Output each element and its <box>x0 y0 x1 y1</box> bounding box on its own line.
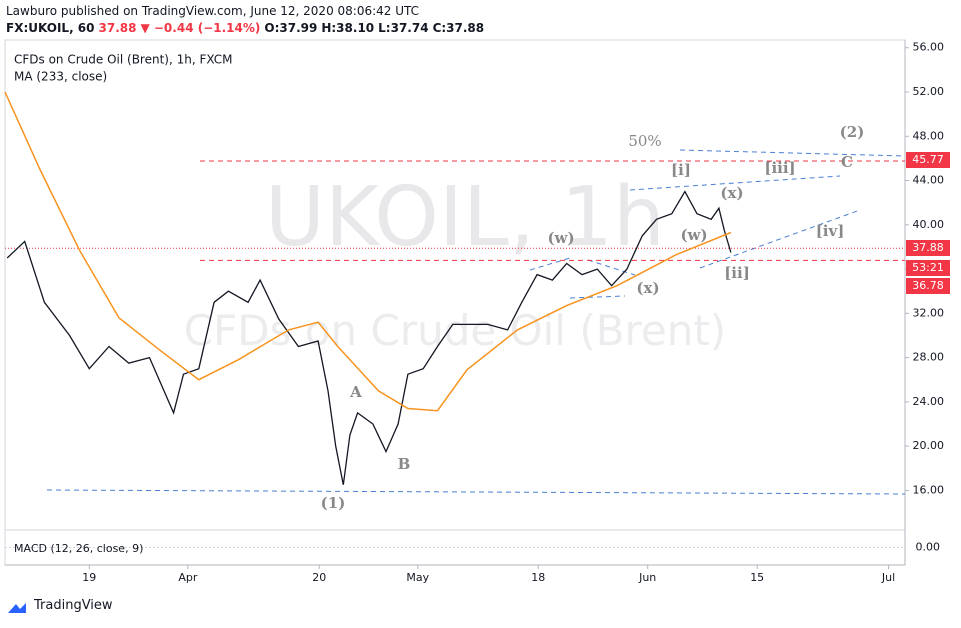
y-tick-label: 56.00 <box>913 41 945 54</box>
price-badge <box>906 240 950 256</box>
countdown-badge <box>906 260 950 276</box>
price-badge <box>906 152 950 168</box>
legend-entry: MA (233, close) <box>14 70 107 84</box>
close: C:37.88 <box>432 21 485 35</box>
x-tick-label: Jun <box>638 571 656 584</box>
last: 37.88 <box>98 21 137 35</box>
wave-label: [iv] <box>816 222 845 240</box>
wave-label: [iii] <box>764 159 795 177</box>
wave-label: A <box>349 383 362 401</box>
wave-label: (1) <box>321 494 346 512</box>
watermark: UKOIL, 1h <box>265 170 665 265</box>
trend-line <box>569 295 626 299</box>
y-tick-label: 16.00 <box>913 483 945 496</box>
wave-label: 50% <box>628 132 661 150</box>
symbol: FX:UKOIL, 60 <box>6 21 95 35</box>
countdown: 53:21 <box>912 261 944 274</box>
trend-line <box>629 175 841 191</box>
macd-tick-label: 0.00 <box>916 541 941 554</box>
wave-label: [i] <box>671 161 691 179</box>
symbol-bar: FX:UKOIL, 60 37.88 ▼ −0.44 (−1.14%) O:37.99… <box>6 21 488 35</box>
low: L:37.74 <box>378 21 429 35</box>
price-badge <box>906 278 950 294</box>
y-tick-label: 52.00 <box>913 85 945 98</box>
wave-label: C <box>841 153 853 171</box>
open: O:37.99 <box>264 21 318 35</box>
trend-line <box>679 149 906 157</box>
wave-label: (2) <box>840 123 865 141</box>
wave-label: (w) <box>547 229 574 247</box>
y-tick-label: 40.00 <box>913 218 945 231</box>
wave-label: (w) <box>680 226 707 244</box>
legend-entry: CFDs on Crude Oil (Brent), 1h, FXCM <box>14 53 232 67</box>
y-tick-label: 28.00 <box>913 351 945 364</box>
brand: TradingView <box>33 598 113 613</box>
wave-label: B <box>398 455 411 473</box>
macd-title: MACD (12, 26, close, 9) <box>14 542 143 555</box>
trend-line <box>529 257 571 271</box>
trend-line <box>699 209 861 269</box>
price-badge-label: 36.78 <box>912 279 944 292</box>
trend-lines <box>46 149 906 495</box>
x-tick-label: May <box>406 571 429 584</box>
trend-line <box>46 489 906 495</box>
series-line <box>6 190 732 485</box>
brand-logo <box>8 603 26 613</box>
x-tick-label: Jul <box>881 571 895 584</box>
y-tick-label: 20.00 <box>913 439 945 452</box>
wave-label: [ii] <box>724 264 750 282</box>
price-badge-label: 37.88 <box>912 241 944 254</box>
x-tick-label: 18 <box>531 571 545 584</box>
high: H:38.10 <box>321 21 375 35</box>
x-tick-label: 20 <box>312 571 326 584</box>
y-tick-label: 32.00 <box>913 306 945 319</box>
y-tick-label: 24.00 <box>913 395 945 408</box>
wave-label: (x) <box>636 279 659 297</box>
x-tick-label: Apr <box>178 571 198 584</box>
watermark-sub: CFDs on Crude Oil (Brent) <box>184 306 726 355</box>
change: ▼ −0.44 (−1.14%) <box>140 21 261 35</box>
frame <box>4 39 906 566</box>
series-line <box>4 91 732 412</box>
x-tick-label: 15 <box>750 571 764 584</box>
publisher: Lawburo published on TradingView.com, Ju… <box>6 4 420 18</box>
price-badge-label: 45.77 <box>912 153 944 166</box>
y-tick-label: 48.00 <box>913 129 945 142</box>
x-tick-label: 19 <box>82 571 96 584</box>
wave-label: (x) <box>720 184 743 202</box>
y-tick-label: 44.00 <box>913 174 945 187</box>
